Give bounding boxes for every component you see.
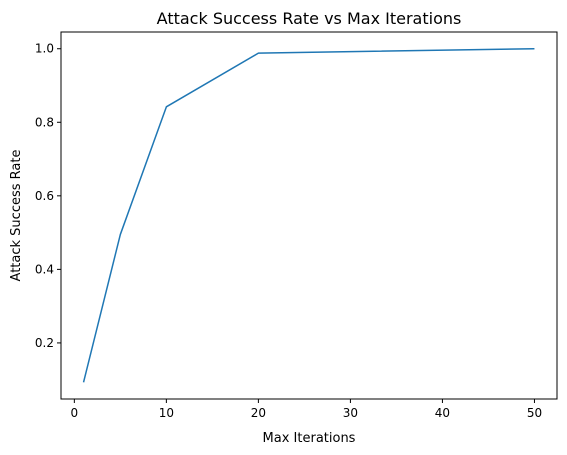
y-axis-label: Attack Success Rate xyxy=(9,150,24,282)
y-tick-label: 0.6 xyxy=(35,189,54,203)
x-tick-label: 30 xyxy=(343,406,358,420)
y-axis: 0.2 0.4 0.6 0.8 1.0 xyxy=(35,42,61,350)
x-axis-label: Max Iterations xyxy=(263,431,356,446)
x-axis: 0 10 20 30 40 50 xyxy=(71,399,542,420)
plot-frame xyxy=(60,31,558,400)
x-tick-label: 10 xyxy=(159,406,174,420)
x-tick-label: 20 xyxy=(251,406,266,420)
x-tick-label: 0 xyxy=(71,406,79,420)
chart-title: Attack Success Rate vs Max Iterations xyxy=(157,9,462,28)
y-tick-label: 1.0 xyxy=(35,42,54,56)
series-layer xyxy=(82,47,535,383)
y-tick-label: 0.8 xyxy=(35,115,54,129)
y-tick-label: 0.2 xyxy=(35,336,54,350)
x-tick-label: 40 xyxy=(435,406,450,420)
series-line xyxy=(82,47,535,383)
x-tick-label: 50 xyxy=(527,406,542,420)
y-tick-label: 0.4 xyxy=(35,262,54,276)
